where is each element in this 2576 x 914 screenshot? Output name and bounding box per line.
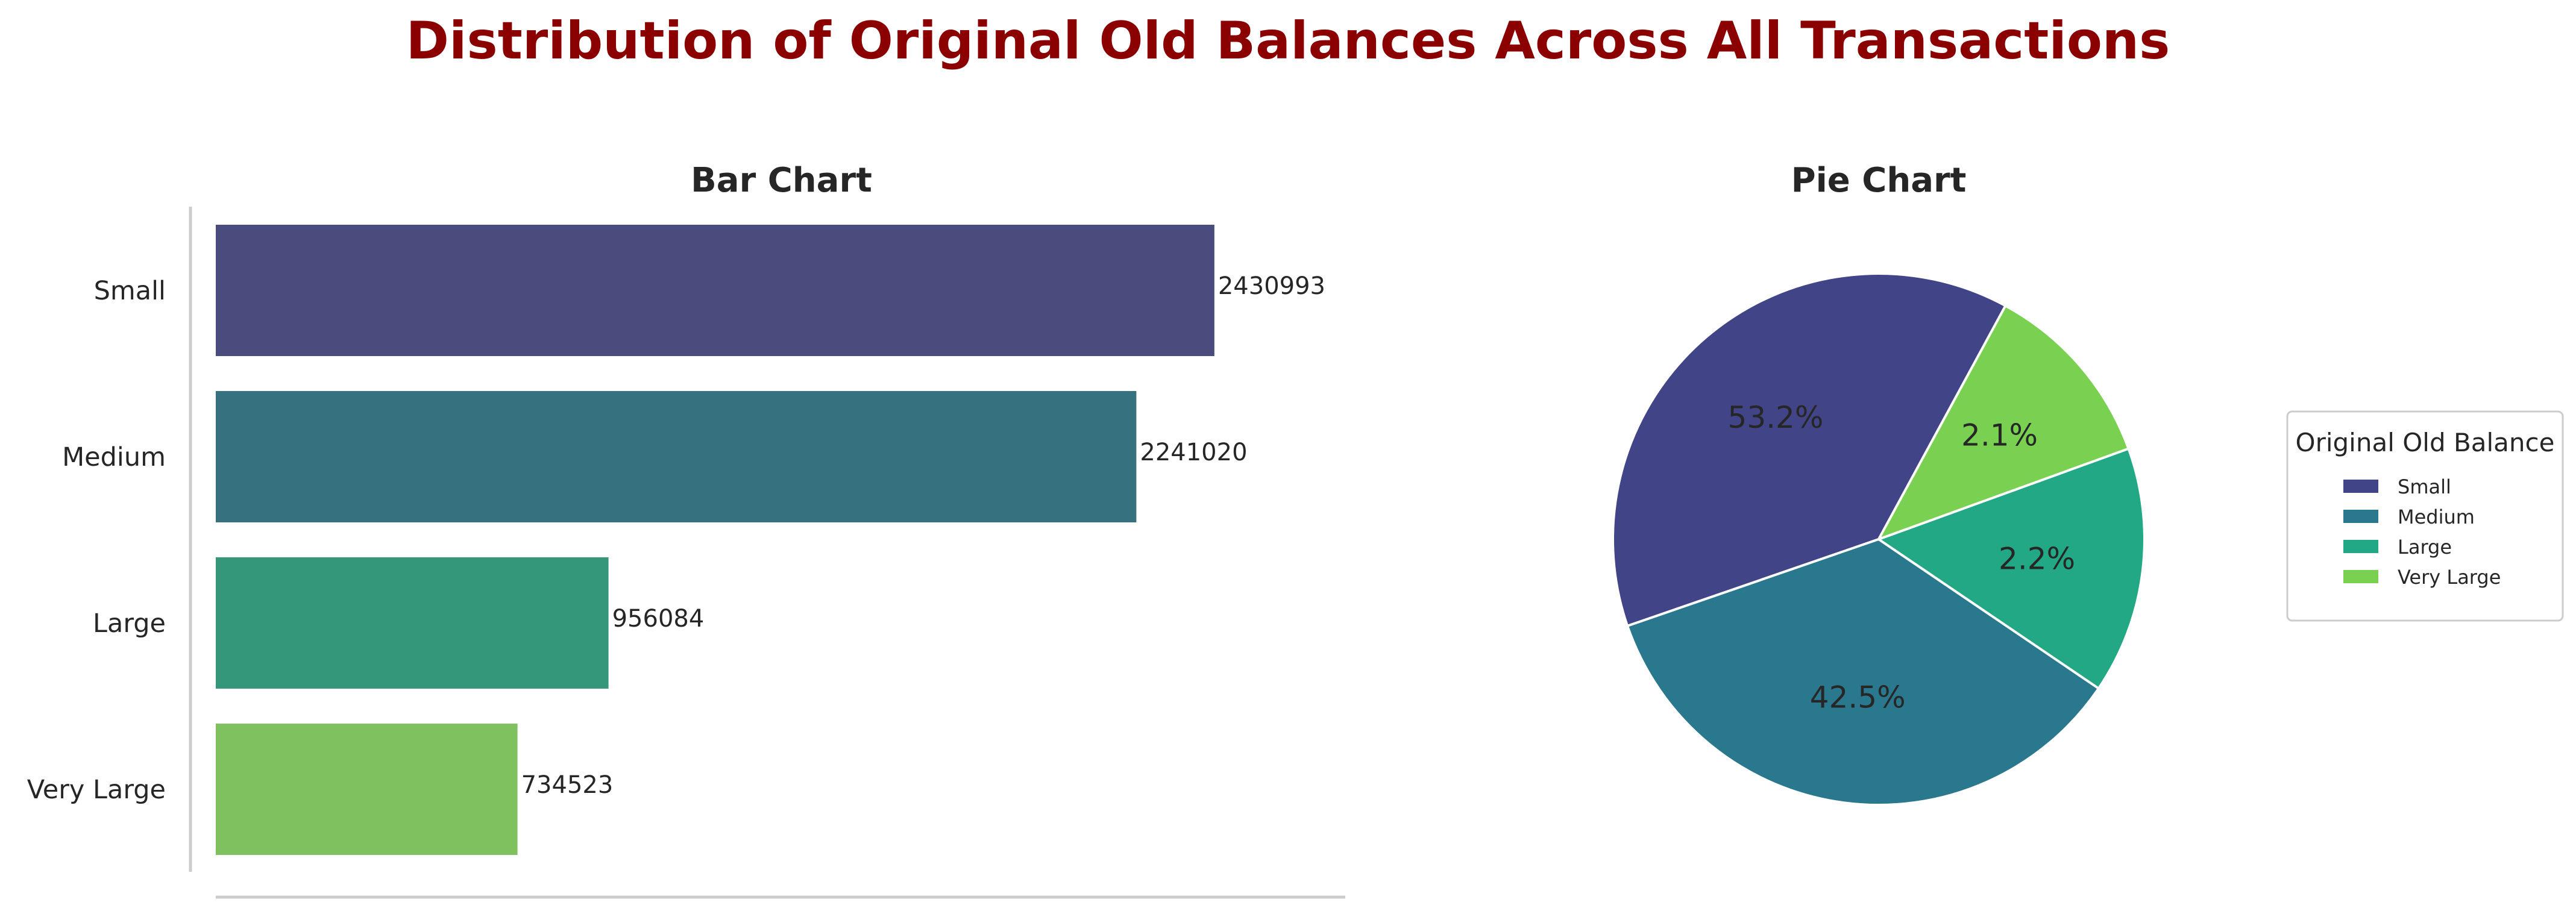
legend-title: Original Old Balance: [2296, 428, 2555, 457]
pie-chart-title: Pie Chart: [1791, 161, 1967, 200]
bar-category-label: Medium: [62, 442, 166, 472]
pie-legend: Original Old Balance Small Medium Large Ver…: [2286, 410, 2564, 622]
pie-chart: Pie Chart 53.2% 42.5% 2.2% 2.1%: [1612, 161, 2146, 806]
legend-items: Small Medium Large Very Large: [2343, 475, 2501, 589]
legend-swatch-very-large: [2343, 570, 2378, 583]
bar-value-label: 734523: [521, 771, 614, 799]
pie-marks: 53.2% 42.5% 2.2% 2.1%: [1612, 272, 2146, 806]
pie-percent-label: 53.2%: [1728, 400, 1824, 435]
bar-category-label: Very Large: [27, 775, 166, 805]
legend-swatch-small: [2343, 480, 2378, 493]
bar-chart: Bar Chart Small 2430993 Medium 2241020 Large…: [27, 161, 1345, 899]
legend-entry-label: Very Large: [2398, 566, 2501, 589]
legend-entry-label: Medium: [2398, 506, 2475, 528]
legend-box: [2286, 410, 2564, 622]
bar-marks: Small 2430993 Medium 2241020 Large 956084 Very…: [27, 225, 1325, 855]
pie-slice-large: [1877, 447, 2146, 690]
legend-swatch-medium: [2343, 510, 2378, 523]
bar-very-large: [216, 724, 518, 855]
bar-large: [216, 557, 609, 689]
pie-percent-label: 2.1%: [1961, 418, 2038, 452]
legend-swatch-large: [2343, 540, 2378, 553]
pie-slice-very-large: [1877, 304, 2130, 540]
bar-medium: [216, 391, 1137, 522]
legend-entry-label: Small: [2398, 475, 2451, 498]
pie-slice-medium: [1626, 538, 2100, 806]
bar-value-label: 2241020: [1140, 439, 1247, 466]
bar-value-label: 956084: [612, 605, 705, 633]
bar-value-label: 2430993: [1218, 272, 1325, 300]
pie-slice-small: [1612, 272, 2007, 627]
bar-small: [216, 225, 1214, 356]
bar-category-label: Large: [93, 609, 166, 639]
pie-percent-label: 42.5%: [1810, 680, 1906, 715]
legend-entry-label: Large: [2398, 536, 2452, 559]
pie-percent-label: 2.2%: [1999, 542, 2075, 577]
bar-chart-title: Bar Chart: [691, 161, 872, 200]
main-title: Distribution of Original Old Balances Ac…: [406, 11, 2170, 71]
bar-category-label: Small: [94, 276, 166, 306]
